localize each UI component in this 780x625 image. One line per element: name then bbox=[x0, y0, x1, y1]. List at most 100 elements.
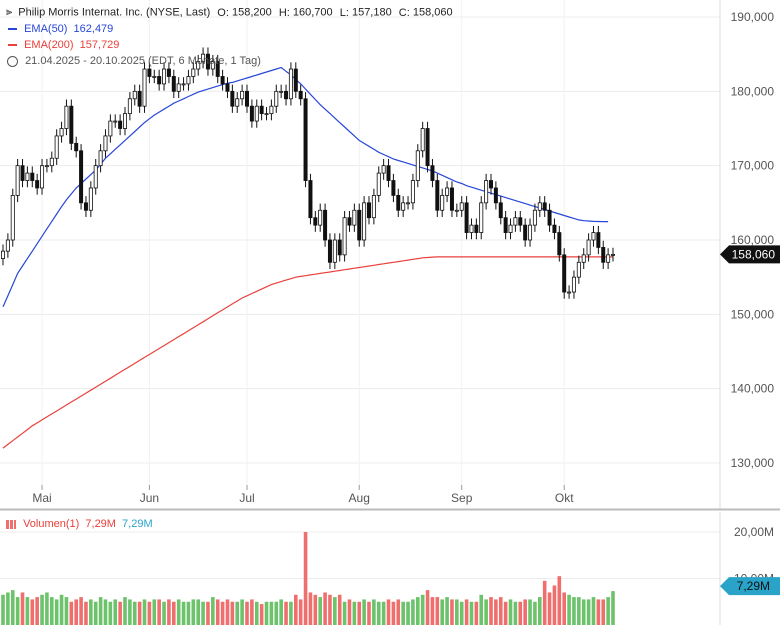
candle-body bbox=[79, 150, 84, 204]
volume-bar bbox=[523, 599, 527, 625]
candle-body bbox=[410, 180, 415, 204]
candle-body bbox=[181, 83, 186, 86]
volume-bar bbox=[518, 601, 523, 625]
ema200-swatch bbox=[8, 44, 17, 47]
volume-bar bbox=[98, 597, 103, 625]
legend-range: 21.04.2025 - 20.10.2025 (EDT, 6 Monate, … bbox=[7, 55, 261, 67]
volume-bar bbox=[308, 592, 313, 625]
candle-body bbox=[108, 120, 113, 137]
candle-body bbox=[430, 165, 435, 181]
time-tick-label: Jun bbox=[140, 491, 159, 505]
candle-body bbox=[186, 76, 191, 85]
volume-bar bbox=[259, 604, 264, 625]
candle-body bbox=[352, 209, 357, 226]
volume-bar bbox=[264, 601, 269, 625]
volume-bar bbox=[313, 594, 318, 625]
candle-body bbox=[157, 76, 162, 85]
volume-bar bbox=[547, 592, 552, 625]
volume-bar bbox=[572, 597, 576, 625]
candle-body bbox=[562, 254, 567, 293]
candle-body bbox=[142, 68, 147, 107]
volume-bar bbox=[152, 599, 157, 625]
volume-bar bbox=[172, 601, 176, 625]
volume-bar bbox=[294, 594, 298, 625]
candle-body bbox=[440, 194, 445, 211]
candle-body bbox=[571, 276, 576, 293]
price-tick-label: 170,000 bbox=[731, 159, 775, 173]
volume-bar bbox=[372, 599, 376, 625]
volume-bar bbox=[30, 599, 35, 625]
candle-body bbox=[318, 209, 323, 226]
candle-body bbox=[606, 254, 611, 263]
volume-bar bbox=[289, 601, 293, 625]
volume-bar bbox=[425, 590, 430, 625]
volume-bar bbox=[157, 599, 161, 625]
volume-bar bbox=[406, 601, 410, 625]
volume-bar bbox=[147, 601, 152, 625]
ema50-series bbox=[2, 66, 609, 308]
candle-body bbox=[147, 68, 152, 77]
candle-body bbox=[406, 202, 411, 205]
volume-bar bbox=[567, 594, 571, 625]
candle-body bbox=[230, 90, 235, 107]
last-price-badge bbox=[720, 245, 780, 264]
candle-body bbox=[215, 61, 220, 77]
candle-body bbox=[293, 68, 298, 92]
volume-bar bbox=[167, 599, 171, 625]
candle-body bbox=[191, 68, 196, 77]
candle-body bbox=[396, 194, 401, 211]
ohlc-low-label: L: bbox=[339, 6, 349, 19]
volume-bar bbox=[494, 599, 498, 625]
volume-bar bbox=[581, 599, 586, 625]
volume-bar bbox=[411, 599, 415, 625]
candle-body bbox=[284, 90, 289, 100]
candle-body bbox=[220, 76, 225, 85]
candle-body bbox=[474, 224, 479, 233]
volume-bar bbox=[176, 599, 181, 625]
candle-body bbox=[166, 68, 171, 77]
volume-bar bbox=[108, 601, 113, 625]
candle-body bbox=[508, 224, 513, 233]
volume-bar bbox=[279, 599, 283, 625]
volume-bar bbox=[323, 592, 327, 625]
volume-bar bbox=[40, 594, 44, 625]
candle-body bbox=[401, 202, 406, 211]
volume-grid: 10,00M20,00M bbox=[0, 525, 774, 586]
candle-body bbox=[54, 135, 59, 159]
volume-value-red: 7,29M bbox=[85, 518, 116, 531]
candle-body bbox=[513, 217, 518, 226]
candle-body bbox=[113, 120, 118, 123]
volume-bar bbox=[533, 601, 537, 625]
last-price-marker: 158,060 bbox=[720, 245, 780, 264]
candle-body bbox=[176, 83, 181, 92]
volume-bar bbox=[206, 601, 210, 625]
volume-bar bbox=[538, 597, 542, 625]
candle-body bbox=[118, 120, 123, 129]
ema50-label: EMA(50) bbox=[24, 23, 68, 36]
candle-body bbox=[59, 128, 64, 137]
candle-icon: ⫸ bbox=[6, 6, 13, 18]
candle-body bbox=[308, 180, 313, 219]
candle-body bbox=[205, 53, 210, 70]
candle-body bbox=[98, 150, 103, 167]
candle-body bbox=[196, 61, 201, 70]
volume-bar bbox=[191, 599, 196, 625]
legend-ema50: EMA(50) 162,479 bbox=[8, 23, 113, 35]
candle-body bbox=[596, 232, 601, 248]
ema200-line bbox=[2, 256, 613, 449]
price-tick-label: 130,000 bbox=[731, 456, 775, 470]
volume-bar bbox=[328, 594, 332, 625]
candle-body bbox=[69, 105, 74, 144]
volume-bar bbox=[59, 594, 64, 625]
ohlc-close-value: 158,060 bbox=[412, 6, 453, 19]
volume-bar bbox=[503, 601, 508, 625]
ema200-series bbox=[2, 256, 613, 449]
volume-bar bbox=[508, 599, 513, 625]
candle-body bbox=[357, 209, 362, 241]
time-axis: Mai Jun Jul Aug Sep Okt bbox=[32, 485, 574, 505]
volume-bar bbox=[611, 591, 615, 625]
candle-body bbox=[518, 217, 523, 226]
candle-body bbox=[93, 165, 98, 189]
candle-body bbox=[611, 254, 616, 256]
candle-body bbox=[523, 224, 528, 241]
